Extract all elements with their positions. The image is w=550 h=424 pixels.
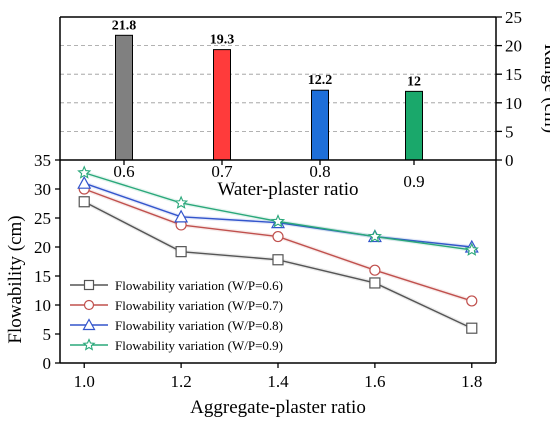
bar-y-tick-label: 20: [505, 37, 522, 56]
legend-label: Flowability variation (W/P=0.8): [115, 318, 283, 333]
series-point-0: [369, 277, 381, 289]
bar-x-axis-title: Water-plaster ratio: [217, 179, 358, 200]
bar-y-axis-title: Range (cm): [540, 44, 550, 133]
bar-y-tick-label: 10: [505, 94, 522, 113]
bar-data-label: 21.8: [112, 18, 137, 33]
line-x-tick-label: 1.6: [364, 372, 385, 391]
bar-data-label: 12.2: [308, 73, 333, 88]
series-point-3: [367, 229, 382, 243]
line-x-tick-label: 1.4: [267, 372, 289, 391]
legend-marker-1: [83, 299, 95, 311]
bar-category-label: 0.7: [211, 162, 233, 181]
line-y-tick-label: 0: [43, 354, 52, 373]
bar-0.7: [213, 49, 231, 161]
bar-y-tick-label: 15: [505, 65, 522, 84]
series-point-0: [175, 246, 187, 258]
line-y-tick-label: 10: [34, 296, 51, 315]
line-x-tick-label: 1.0: [74, 372, 95, 391]
series-point-1: [272, 230, 284, 243]
line-chart-panel: 0 5 10 15 20 25 30 35 1.0 1.2 1.4 1.6 1.8 Aggregate-p…: [5, 151, 497, 418]
series-point-2: [77, 175, 92, 189]
line-y-tick-label: 30: [34, 180, 51, 199]
series-point-0: [272, 254, 284, 266]
bar-0.6: [115, 34, 133, 161]
line-x-tick-label: 1.2: [170, 372, 191, 391]
bar-chart-panel: 0 5 10 15 20 25 Range (cm) 21.8 19.3 12.2 12 0.6 0.7…: [59, 8, 550, 200]
series-point-0: [466, 322, 478, 334]
line-y-tick-label: 25: [34, 209, 51, 228]
series-point-1: [369, 264, 381, 276]
series-point-3: [270, 214, 286, 228]
line-y-axis-title: Flowability (cm): [5, 215, 26, 343]
line-y-tick-label: 20: [34, 238, 51, 257]
line-x-axis-title: Aggregate-plaster ratio: [190, 397, 366, 418]
legend-marker-2: [82, 318, 96, 331]
bar-data-label: 19.3: [210, 33, 235, 48]
series-point-1: [466, 295, 478, 307]
bar-category-label: 0.8: [309, 162, 330, 181]
bar-category-label: 0.6: [113, 162, 134, 181]
bar-category-label: 0.9: [403, 172, 424, 191]
series-point-0: [78, 196, 90, 208]
legend-label: Flowability variation (W/P=0.7): [115, 298, 283, 313]
legend-label: Flowability variation (W/P=0.9): [115, 338, 283, 353]
bar-0.9: [405, 90, 423, 161]
bar-data-label: 12: [407, 74, 421, 89]
legend-marker-3: [82, 338, 96, 351]
series-point-3: [464, 242, 479, 256]
legend-marker-0: [83, 279, 95, 291]
line-y-tick-label: 15: [34, 267, 51, 286]
bar-y-tick-label: 5: [505, 122, 514, 141]
bar-0.8: [311, 89, 329, 161]
legend-label: Flowability variation (W/P=0.6): [115, 278, 283, 293]
bar-y-tick-label: 25: [505, 8, 522, 27]
line-x-tick-label: 1.8: [461, 372, 482, 391]
bar-y-tick-label: 0: [505, 151, 514, 170]
line-y-tick-label: 5: [43, 325, 52, 344]
series-point-2: [174, 209, 189, 223]
series-point-3: [174, 195, 189, 209]
line-y-tick-label: 35: [34, 151, 51, 170]
series-point-3: [77, 165, 92, 179]
